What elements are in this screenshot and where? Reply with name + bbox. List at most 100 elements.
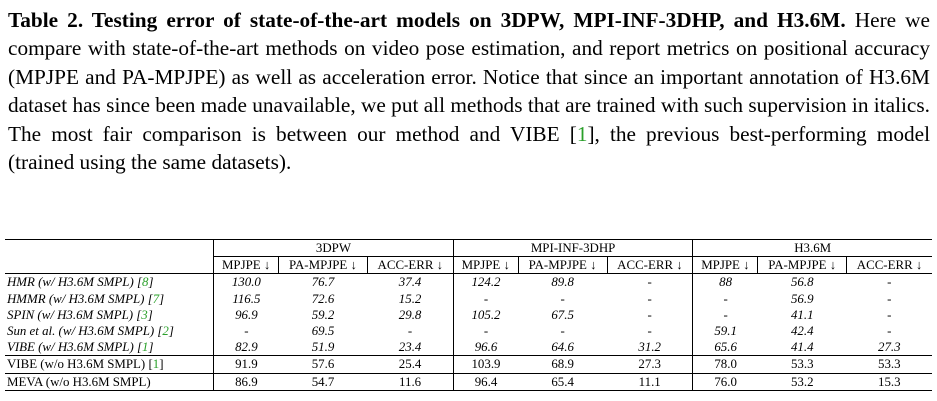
table-cell: - xyxy=(483,291,489,306)
citation-link[interactable]: 8 xyxy=(141,275,149,290)
table-cell: - xyxy=(367,323,454,340)
table-cell: 67.5 xyxy=(551,307,574,322)
table-cell: 86.9 xyxy=(213,372,279,391)
metric-header: PA-MPJPE ↓ xyxy=(757,256,848,274)
table-cell: 72.6 xyxy=(311,291,335,306)
metric-header: MPJPE ↓ xyxy=(692,256,759,274)
method-name: VIBE (w/ H3.6M SMPL) [1] xyxy=(5,339,215,356)
table-cell: - xyxy=(244,324,249,339)
table-cell: - xyxy=(483,324,489,339)
dataset-header-row: 3DPW MPI-INF-3DHP H3.6M xyxy=(5,238,932,257)
table-cell: - xyxy=(846,273,932,291)
table-cell: 96.6 xyxy=(474,340,498,355)
table-cell: - xyxy=(887,291,892,306)
table-cell: 11.1 xyxy=(607,372,694,391)
table-cell: 53.3 xyxy=(757,355,847,374)
caption-label: Table 2. Testing error of state-of-the-a… xyxy=(8,8,846,32)
table-caption: Table 2. Testing error of state-of-the-a… xyxy=(8,6,930,176)
table-cell: 116.5 xyxy=(232,291,261,306)
table-cell: 11.6 xyxy=(367,372,454,391)
table-cell: 76.7 xyxy=(278,273,368,291)
table-cell: - xyxy=(887,307,892,322)
table-cell: 15.3 xyxy=(846,372,932,391)
caption-text-end: ], the previous best-performing model (t… xyxy=(8,121,930,175)
metric-header: ACC-ERR ↓ xyxy=(367,256,454,274)
table-cell: - xyxy=(607,290,694,307)
table-cell: 56.9 xyxy=(790,291,814,306)
table-cell: 42.4 xyxy=(790,324,814,339)
citation-link[interactable]: 3 xyxy=(141,307,148,322)
table-cell: - xyxy=(723,291,728,306)
table-cell: 96.4 xyxy=(453,372,519,391)
table-cell: 88 xyxy=(692,273,758,291)
table-cell: 29.8 xyxy=(367,306,454,324)
table-cell: 53.2 xyxy=(757,372,847,391)
corner-cell xyxy=(5,238,215,257)
table-cell: 69.5 xyxy=(311,324,335,339)
table-cell: 27.3 xyxy=(878,340,901,355)
table-cell: 64.6 xyxy=(551,340,574,355)
metric-header: MPJPE ↓ xyxy=(213,256,280,274)
metric-header: ACC-ERR ↓ xyxy=(607,256,694,274)
table-cell: 78.0 xyxy=(692,355,758,374)
dataset-header-mpi-inf-3dhp: MPI-INF-3DHP xyxy=(453,238,694,257)
table-cell: 31.2 xyxy=(607,339,694,356)
table-row: VIBE (w/ H3.6M SMPL) [1] 82.9 51.9 23.4 … xyxy=(5,339,932,356)
table-cell: 51.9 xyxy=(311,340,335,355)
table-cell: 124.2 xyxy=(453,273,519,291)
table-cell: 57.6 xyxy=(278,355,368,374)
metric-header-row: MPJPE ↓ PA-MPJPE ↓ ACC-ERR ↓ MPJPE ↓ PA-… xyxy=(5,256,932,274)
table-cell: - xyxy=(560,324,565,339)
method-name: HMR (w/ H3.6M SMPL) [8] xyxy=(5,273,215,291)
table-cell: - xyxy=(607,306,694,324)
table-cell: - xyxy=(560,291,565,306)
table-cell: 53.3 xyxy=(846,355,932,374)
metric-header: ACC-ERR ↓ xyxy=(846,256,932,274)
table-cell: - xyxy=(607,323,694,340)
table-cell: 103.9 xyxy=(453,355,519,374)
table-cell: - xyxy=(887,324,892,339)
method-name: HMMR (w/ H3.6M SMPL) [7] xyxy=(5,290,215,307)
table-cell: 89.8 xyxy=(518,273,608,291)
citation-link[interactable]: 1 xyxy=(152,357,160,372)
table-cell: 27.3 xyxy=(607,355,694,374)
table-cell: 37.4 xyxy=(367,273,454,291)
table-cell: 65.4 xyxy=(518,372,608,391)
table-cell: 25.4 xyxy=(367,355,454,374)
metric-header: PA-MPJPE ↓ xyxy=(278,256,368,274)
table-cell: 54.7 xyxy=(278,372,368,391)
table-cell: 105.2 xyxy=(471,307,501,322)
table-cell: 41.1 xyxy=(790,307,814,322)
metric-header: MPJPE ↓ xyxy=(453,256,519,274)
table-cell: 82.9 xyxy=(235,340,258,355)
method-name: SPIN (w/ H3.6M SMPL) [3] xyxy=(5,306,215,324)
table-cell: 59.2 xyxy=(311,307,335,322)
table-cell: 41.4 xyxy=(790,340,814,355)
table-cell: 130.0 xyxy=(213,273,279,291)
table-cell: 59.1 xyxy=(714,324,737,339)
table-row: MEVA (w/o H3.6M SMPL) 86.9 54.7 11.6 96.… xyxy=(5,372,932,391)
table-cell: - xyxy=(723,307,728,322)
citation-link[interactable]: 1 xyxy=(141,340,149,355)
table-cell: 91.9 xyxy=(213,355,279,374)
table-cell: - xyxy=(607,273,694,291)
caption-text: Here we compare with state-of-the-art me… xyxy=(8,8,930,146)
citation-link[interactable]: 7 xyxy=(152,291,160,306)
table-cell: 15.2 xyxy=(367,290,454,307)
dataset-header-h36m: H3.6M xyxy=(692,238,932,257)
method-name: Sun et al. (w/ H3.6M SMPL) [2] xyxy=(5,323,215,340)
table-cell: 65.6 xyxy=(714,340,737,355)
table-row: SPIN (w/ H3.6M SMPL) [3] 96.9 59.2 29.8 … xyxy=(5,306,932,324)
metric-header: PA-MPJPE ↓ xyxy=(518,256,608,274)
corner-cell xyxy=(5,256,215,274)
table-cell: 68.9 xyxy=(518,355,608,374)
results-table: 3DPW MPI-INF-3DHP H3.6M MPJPE ↓ PA-MPJPE… xyxy=(5,238,932,391)
table-row: HMR (w/ H3.6M SMPL) [8] 130.0 76.7 37.4 … xyxy=(5,273,932,291)
method-name: VIBE (w/o H3.6M SMPL) [1] xyxy=(5,355,215,374)
citation-link[interactable]: 2 xyxy=(162,324,169,339)
dataset-header-3dpw: 3DPW xyxy=(213,238,454,257)
citation-link[interactable]: 1 xyxy=(576,121,588,146)
table-row: Sun et al. (w/ H3.6M SMPL) [2] - 69.5 - … xyxy=(5,323,932,340)
table-cell: 76.0 xyxy=(692,372,758,391)
table-row: HMMR (w/ H3.6M SMPL) [7] 116.5 72.6 15.2… xyxy=(5,290,932,307)
